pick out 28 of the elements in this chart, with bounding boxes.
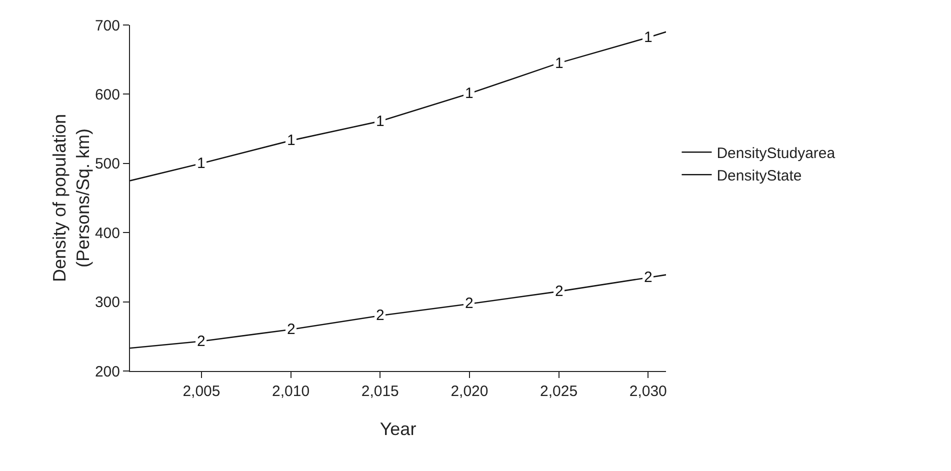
annotation: 2 xyxy=(376,307,384,324)
annotation: 1 xyxy=(644,29,652,46)
x-axis-title: Year xyxy=(380,419,416,439)
x-tick-label: 2,015 xyxy=(361,383,399,400)
annotation: 1 xyxy=(465,85,474,102)
legend-label: DensityStudyarea xyxy=(716,145,836,162)
annotation: 1 xyxy=(197,155,206,172)
x-tick-label: 2,010 xyxy=(272,383,310,400)
annotation: 1 xyxy=(287,132,296,149)
annotation: 2 xyxy=(644,269,652,286)
annotation: 1 xyxy=(555,55,564,72)
annotation: 2 xyxy=(197,333,206,350)
annotation: 2 xyxy=(287,321,296,338)
annotation: 2 xyxy=(555,283,564,300)
x-tick-label: 2,005 xyxy=(182,383,220,400)
x-tick-label: 2,025 xyxy=(540,383,578,400)
y-axis-title: Density of population (Persons/Sq. km) xyxy=(50,114,93,282)
annotation: 2 xyxy=(465,295,474,312)
y-tick-label: 700 xyxy=(94,17,120,34)
legend-label: DensityState xyxy=(716,168,802,184)
x-tick-label: 2,020 xyxy=(450,383,488,400)
y-tick-label: 400 xyxy=(94,224,120,242)
annotation: 1 xyxy=(376,113,384,130)
y-tick-label: 200 xyxy=(94,363,120,380)
y-tick-label: 300 xyxy=(94,294,120,312)
y-tick-label: 600 xyxy=(94,86,120,104)
y-tick-label: 500 xyxy=(94,156,120,173)
x-tick-label: 2,030 xyxy=(629,383,667,400)
